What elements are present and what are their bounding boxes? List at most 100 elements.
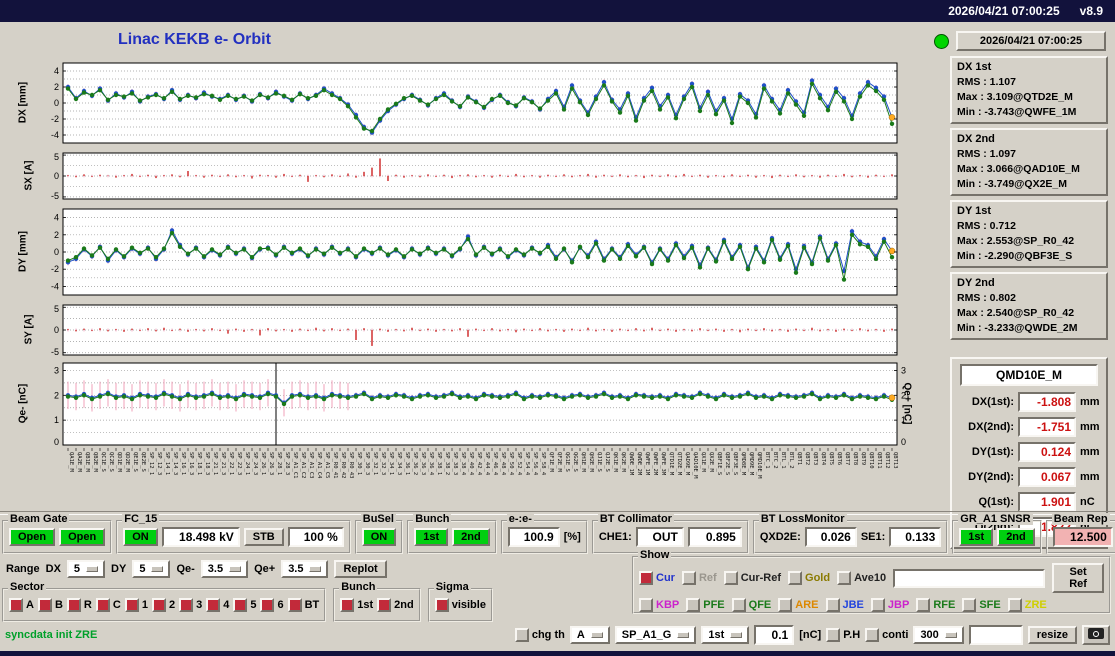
c-checkbox-group: C (95, 598, 121, 612)
rfe-checkbox[interactable] (916, 598, 931, 612)
svg-text:2: 2 (54, 390, 59, 400)
stat-line: Max : 3.109@QTD2E_M (957, 91, 1073, 103)
svg-text:QWFE_1M: QWFE_1M (644, 452, 650, 476)
jbe-checkbox[interactable] (825, 598, 840, 612)
on-button[interactable]: ON (361, 528, 397, 546)
separator (0, 511, 1115, 515)
bpm-readout-label: DX(2nd): (968, 421, 1014, 433)
sp-a1-g-option-menu[interactable]: SP_A1_G (614, 626, 697, 644)
r-checkbox[interactable] (66, 598, 81, 612)
gold-checkbox[interactable] (788, 571, 803, 585)
svg-text:QMD9E_M: QMD9E_M (748, 452, 754, 476)
svg-text:QBT9: QBT9 (860, 452, 866, 465)
kbp-checkbox[interactable] (639, 598, 653, 612)
cur-checkbox-label: Cur (656, 572, 675, 584)
resize-button[interactable]: resize (1027, 626, 1077, 644)
a-option-menu[interactable]: A (569, 626, 610, 644)
2nd-button[interactable]: 2nd (997, 528, 1035, 546)
stat-line: Min : -3.749@QX2E_M (957, 178, 1068, 190)
b-checkbox[interactable] (37, 598, 52, 612)
svg-text:SP_38_4: SP_38_4 (460, 452, 466, 476)
3-checkbox[interactable] (179, 598, 194, 612)
bpm-readout-value: 0.124 (1018, 442, 1076, 462)
visible-checkbox[interactable] (434, 598, 449, 612)
svg-text:0: 0 (54, 325, 59, 335)
option-menu-indicator-icon (944, 632, 957, 638)
set-ref-button[interactable]: Set Ref (1052, 563, 1104, 593)
title-bar: 2026/04/21 07:00:25 v8.9 (0, 0, 1115, 22)
a-checkbox[interactable] (9, 598, 23, 612)
svg-text:SP_16_1: SP_16_1 (180, 452, 186, 475)
ave10-checkbox-label: Ave10 (854, 572, 887, 584)
option-menu-indicator-icon (151, 566, 164, 572)
beam-rep-group-title: Beam Rep (1051, 513, 1110, 525)
3-5-option-menu[interactable]: 3.5 (281, 560, 329, 578)
b-checkbox-group: B (37, 598, 63, 612)
cur-checkbox[interactable] (639, 571, 653, 585)
bt-checkbox[interactable] (287, 598, 302, 612)
open-button[interactable]: Open (9, 528, 56, 546)
svg-text:SP_30_3: SP_30_3 (364, 452, 370, 475)
qfe-checkbox-group: QFE (731, 598, 771, 612)
qfe-checkbox[interactable] (731, 598, 746, 612)
b-checkbox-label: B (54, 599, 63, 611)
5-checkbox-label: 5 (250, 599, 257, 611)
zre-checkbox-group: ZRE (1007, 598, 1047, 612)
svg-text:QE2E_S: QE2E_S (140, 452, 146, 472)
6-checkbox[interactable] (260, 598, 275, 612)
svg-text:QBT10: QBT10 (868, 452, 874, 469)
nc-label: [nC] (799, 629, 822, 641)
5-option-menu[interactable]: 5 (66, 560, 106, 578)
1st-option-menu[interactable]: 1st (701, 626, 750, 644)
svg-text:QH1E_M: QH1E_M (580, 452, 586, 473)
4-checkbox[interactable] (206, 598, 221, 612)
svg-text:2: 2 (54, 82, 59, 92)
camera-button[interactable] (1082, 625, 1110, 645)
pfe-checkbox[interactable] (686, 598, 701, 612)
bpm-readout-value: 0.067 (1018, 467, 1076, 487)
svg-text:QBF2E_S: QBF2E_S (724, 452, 730, 475)
p-h-checkbox[interactable] (826, 628, 841, 642)
ref-checkbox[interactable] (681, 571, 696, 585)
sfe-checkbox[interactable] (962, 598, 977, 612)
svg-text:QD1E_M: QD1E_M (116, 452, 122, 473)
bpm-readout-row: DY(2nd): 0.067 mm (956, 467, 1102, 487)
svg-text:QB2E_M: QB2E_M (92, 452, 98, 473)
open-button[interactable]: Open (59, 528, 106, 546)
on-button[interactable]: ON (123, 528, 158, 546)
1-checkbox[interactable] (124, 598, 139, 612)
5-option-menu[interactable]: 5 (132, 560, 171, 578)
3-5-option-menu[interactable]: 3.5 (200, 560, 249, 578)
conti-checkbox[interactable] (865, 628, 880, 642)
svg-text:0: 0 (54, 437, 59, 446)
svg-text:2: 2 (901, 390, 906, 400)
300-option-menu[interactable]: 300 (913, 626, 964, 644)
4-checkbox-group: 4 (206, 598, 229, 612)
c-checkbox[interactable] (95, 598, 110, 612)
svg-text:QBF1E_S: QBF1E_S (716, 452, 722, 475)
svg-text:SP_24_3: SP_24_3 (252, 452, 258, 475)
are-checkbox[interactable] (778, 598, 793, 612)
svg-text:SP_28_1: SP_28_1 (276, 452, 282, 475)
bpm-readout-row: DY(1st): 0.124 mm (956, 442, 1102, 462)
zre-checkbox[interactable] (1007, 598, 1022, 612)
ref-name-input[interactable] (893, 568, 1046, 588)
2nd-checkbox[interactable] (377, 598, 392, 612)
cur-ref-checkbox[interactable] (723, 571, 738, 585)
svg-text:SP_12_1: SP_12_1 (148, 452, 154, 475)
jbp-checkbox[interactable] (870, 598, 885, 612)
replot-button[interactable]: Replot (334, 560, 387, 578)
stb-button[interactable]: STB (243, 528, 284, 546)
chg-th-checkbox[interactable] (514, 628, 529, 642)
1st-checkbox[interactable] (340, 598, 355, 612)
1st-button[interactable]: 1st (414, 528, 449, 546)
1st-button[interactable]: 1st (959, 528, 994, 546)
ave10-checkbox[interactable] (837, 571, 852, 585)
svg-text:SP_28_3: SP_28_3 (284, 452, 290, 475)
5-checkbox[interactable] (233, 598, 248, 612)
qe-minus-axis-label: Qe- [nC] (17, 383, 29, 424)
2-checkbox[interactable] (151, 598, 166, 612)
are-checkbox-label: ARE (795, 599, 819, 611)
svg-text:0: 0 (54, 98, 59, 108)
2nd-button[interactable]: 2nd (452, 528, 490, 546)
